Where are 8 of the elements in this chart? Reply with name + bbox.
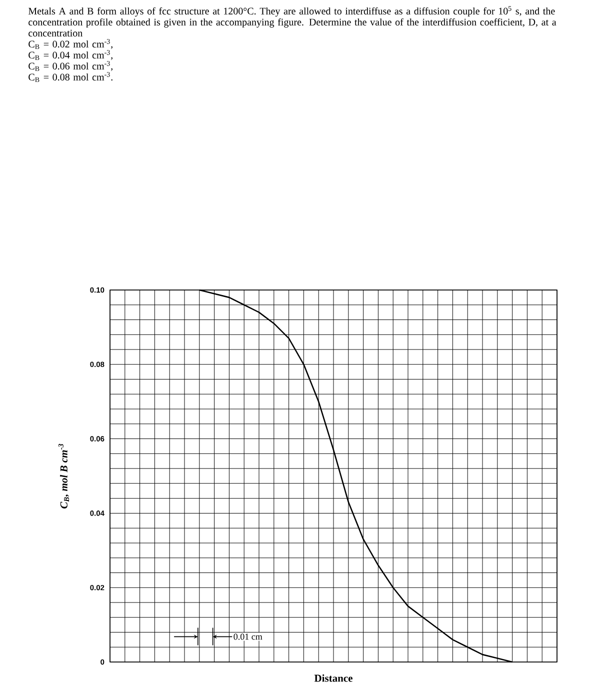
text: C$_{B}$ = 0.04 mol cm$^{-3}$, (28, 50, 112, 60)
y-axis-title: C$_{B}$, mol B cm$^{-3}$ (58, 444, 69, 508)
x-axis-title: Distance (314, 674, 352, 682)
text: C$_{B}$ = 0.02 mol cm$^{-3}$, (28, 39, 112, 49)
annotation: 0.01 cm (234, 634, 262, 640)
text: C$_{B}$ = 0.06 mol cm$^{-3}$, (28, 61, 112, 71)
text: C$_{B}$ = 0.08 mol cm$^{-3}$. (28, 72, 112, 82)
chart-title: Metals A and B form alloys of fcc structure at 1200°C. They are allowed to interdiffuse as a diffusion couple for 10$^{5}$ s, and the concentration profile obtained is given in the accompanying figure. Determine the value of the interdiffusion coefficient, D, at a concentration (28, 6, 556, 36)
